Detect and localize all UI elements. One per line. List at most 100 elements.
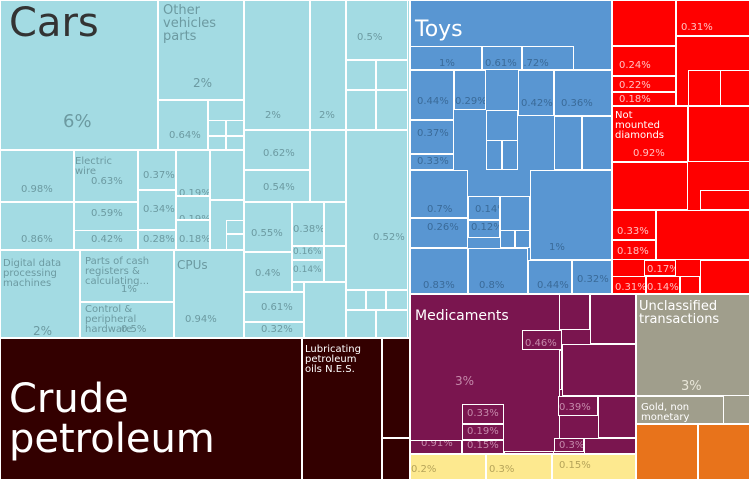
treemap-cell[interactable]: 0.15% [462, 440, 504, 454]
treemap-cell[interactable]: 0.33% [410, 154, 454, 170]
treemap-cell[interactable]: 0.38% [292, 202, 324, 246]
treemap-cell[interactable]: 0.33% [462, 404, 504, 424]
treemap-cell[interactable]: 2% [244, 0, 310, 130]
treemap-cell[interactable] [382, 338, 410, 438]
treemap-cell[interactable] [698, 424, 750, 480]
treemap-cell[interactable]: 0.36% [554, 70, 612, 116]
treemap-cell[interactable]: Gold, non monetary [636, 396, 724, 424]
treemap-cell[interactable]: 0.37% [138, 150, 176, 190]
treemap-cell[interactable]: Crude petroleum [0, 338, 302, 480]
cell-label: Cars [9, 0, 99, 46]
cell-label: Parts of cash registers & calculating... [85, 256, 150, 287]
treemap-cell[interactable]: 2% [310, 0, 346, 130]
product-tile [582, 116, 612, 170]
treemap-cell[interactable]: 0.19% [176, 196, 210, 220]
treemap-cell[interactable]: 0.39% [558, 396, 598, 416]
treemap-cell[interactable]: Digital data processing machines 2% [0, 250, 80, 338]
product-tile [376, 310, 408, 338]
treemap-cell[interactable]: 0.16% [292, 246, 324, 260]
treemap-cell[interactable]: 0.86% [0, 202, 74, 250]
treemap-cell[interactable]: 0.18% [176, 220, 210, 250]
treemap-cell[interactable]: 0.19% [462, 424, 504, 440]
treemap-cell[interactable]: Unclassified transactions 3% [636, 294, 750, 396]
treemap-cell[interactable]: 0.3% [554, 438, 584, 452]
treemap-cell[interactable]: 0.72% [522, 46, 574, 70]
cell-share-value: 0.18% [179, 234, 210, 245]
treemap-cell[interactable]: 0.34% [138, 190, 176, 230]
treemap-cell[interactable]: Parts of cash registers & calculating...… [80, 250, 174, 302]
cell-share-value: 0.29% [455, 96, 486, 107]
cell-share-value: 0.15% [467, 440, 499, 451]
treemap-cell[interactable]: 0.61% [482, 46, 522, 70]
treemap-cell[interactable] [636, 424, 698, 480]
treemap-cell[interactable]: Other vehicles parts 2% [158, 0, 244, 100]
cell-share-value: 0.14% [293, 265, 322, 275]
treemap-cell[interactable]: 0.26% [410, 218, 468, 248]
treemap-cell[interactable]: 0.29% [454, 70, 486, 110]
treemap-cell[interactable]: 0.14% [468, 196, 500, 220]
treemap-cell[interactable]: 0.46% [522, 330, 562, 350]
cell-share-value: 0.14% [475, 204, 499, 215]
treemap-cell[interactable]: 1% [410, 46, 482, 70]
treemap-cell[interactable]: 0.14% [646, 276, 680, 294]
cell-share-value: 0.72% [523, 58, 549, 69]
treemap-cell[interactable]: 0.42% [74, 230, 138, 250]
treemap-cell[interactable]: 0.32% [572, 260, 612, 294]
treemap-cell[interactable]: 0.18% [612, 240, 656, 260]
treemap-cell[interactable]: 0.28% [138, 230, 176, 250]
product-tile [226, 234, 244, 250]
treemap-cell[interactable]: 0.31% [612, 276, 646, 294]
treemap-cell[interactable]: 0.31% [676, 0, 750, 36]
treemap-cell[interactable]: 0.91% [410, 440, 462, 454]
treemap-cell[interactable]: 0.44% [410, 70, 454, 120]
cell-share-value: 2% [193, 76, 213, 90]
treemap-cell[interactable]: Control & peripheral hardware 0.5% [80, 302, 174, 338]
treemap-cell[interactable]: 0.33% [612, 210, 656, 240]
treemap-cell[interactable]: 0.98% [0, 150, 74, 202]
cell-share-value: 0.22% [619, 80, 651, 91]
treemap-cell[interactable]: 0.54% [244, 170, 310, 202]
treemap-cell[interactable]: 0.8% [468, 248, 528, 294]
treemap-cell[interactable]: CPUs 0.94% [174, 250, 244, 338]
treemap-cell[interactable]: 1% [530, 170, 612, 260]
cell-share-value: 0.63% [91, 176, 123, 187]
treemap-cell[interactable]: Electric wire 0.63% [74, 150, 138, 202]
product-tile [590, 294, 636, 344]
treemap-cell[interactable]: 0.14% [292, 260, 324, 282]
treemap-cell[interactable]: 0.37% [410, 120, 454, 154]
treemap-cell[interactable]: 0.5% [346, 0, 408, 60]
treemap-cell[interactable]: Lubricating petroleum oils N.E.S. [302, 338, 382, 480]
treemap-cell[interactable]: 0.62% [244, 130, 310, 170]
cell-label: Medicaments [415, 308, 509, 324]
product-tile [226, 120, 244, 136]
treemap-cell[interactable]: 0.42% [518, 70, 554, 116]
product-tile [500, 230, 515, 248]
treemap-cell[interactable]: 0.3% [486, 454, 552, 480]
treemap-cell[interactable]: 0.64% [158, 100, 208, 150]
treemap-cell[interactable]: 0.7% [410, 170, 468, 218]
treemap-cell[interactable]: 0.12% [468, 220, 500, 238]
product-tile [376, 90, 408, 130]
treemap-cell[interactable]: 0.44% [528, 260, 572, 294]
treemap-cell[interactable]: 0.52% [346, 130, 408, 290]
treemap-cell[interactable]: 0.4% [244, 252, 292, 292]
product-tile [680, 276, 700, 294]
cell-share-value: 0.52% [373, 232, 405, 243]
treemap-cell[interactable]: 0.83% [410, 248, 468, 294]
treemap-cell[interactable]: 0.22% [612, 76, 676, 92]
treemap-cell[interactable]: Cars 6% [0, 0, 158, 150]
treemap-cell[interactable]: 0.2% [410, 454, 486, 480]
treemap-cell[interactable]: 0.55% [244, 202, 292, 252]
cell-share-value: 0.36% [561, 98, 593, 109]
treemap-cell[interactable] [382, 438, 410, 480]
treemap-cell[interactable]: 0.17% [644, 260, 676, 276]
treemap-cell[interactable]: Not mounted diamonds 0.92% [612, 106, 688, 162]
treemap-cell[interactable]: 0.18% [612, 92, 676, 106]
treemap-cell[interactable]: 0.61% [244, 292, 304, 322]
treemap-cell[interactable]: 0.15% [552, 454, 636, 480]
treemap-cell[interactable]: 0.32% [244, 322, 304, 338]
cell-label: Control & peripheral hardware [85, 304, 137, 335]
treemap-cell[interactable]: 0.24% [612, 46, 676, 76]
cell-share-value: 0.33% [467, 408, 499, 419]
treemap-cell[interactable]: 0.19% [176, 150, 210, 196]
